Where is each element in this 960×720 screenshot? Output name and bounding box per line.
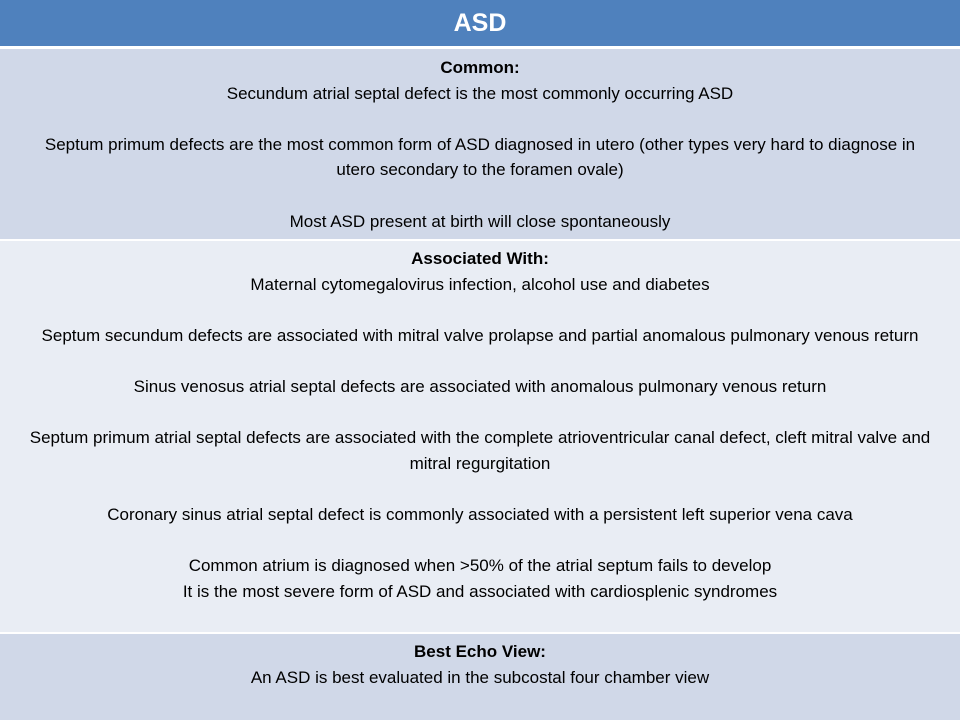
associated-paragraph-6a: Common atrium is diagnosed when >50% of … xyxy=(188,556,772,576)
echo-paragraph-1: An ASD is best evaluated in the subcosta… xyxy=(250,667,710,687)
spacer xyxy=(26,476,934,502)
spacer xyxy=(26,297,934,323)
common-paragraph-1: Secundum atrial septal defect is the mos… xyxy=(226,83,734,103)
echo-heading: Best Echo View: xyxy=(414,642,546,661)
slide-title: ASD xyxy=(453,8,507,37)
echo-section: Best Echo View: An ASD is best evaluated… xyxy=(0,634,960,720)
associated-paragraph-6b: It is the most severe form of ASD and as… xyxy=(182,581,778,601)
associated-heading: Associated With: xyxy=(411,249,549,268)
common-section: Common: Secundum atrial septal defect is… xyxy=(0,49,960,239)
spacer xyxy=(26,183,934,209)
associated-paragraph-3: Sinus venosus atrial septal defects are … xyxy=(133,376,827,396)
spacer xyxy=(26,348,934,374)
associated-section: Associated With: Maternal cytomegaloviru… xyxy=(0,241,960,632)
common-heading: Common: xyxy=(440,58,520,77)
associated-paragraph-2: Septum secundum defects are associated w… xyxy=(41,325,919,345)
spacer xyxy=(26,528,934,554)
spacer xyxy=(26,106,934,132)
title-bar: ASD xyxy=(0,0,960,46)
associated-paragraph-1: Maternal cytomegalovirus infection, alco… xyxy=(250,274,710,294)
spacer xyxy=(26,400,934,426)
associated-paragraph-5: Coronary sinus atrial septal defect is c… xyxy=(107,504,853,524)
associated-paragraph-4: Septum primum atrial septal defects are … xyxy=(29,428,931,473)
common-paragraph-3: Most ASD present at birth will close spo… xyxy=(289,211,671,231)
common-paragraph-2: Septum primum defects are the most commo… xyxy=(44,134,916,180)
